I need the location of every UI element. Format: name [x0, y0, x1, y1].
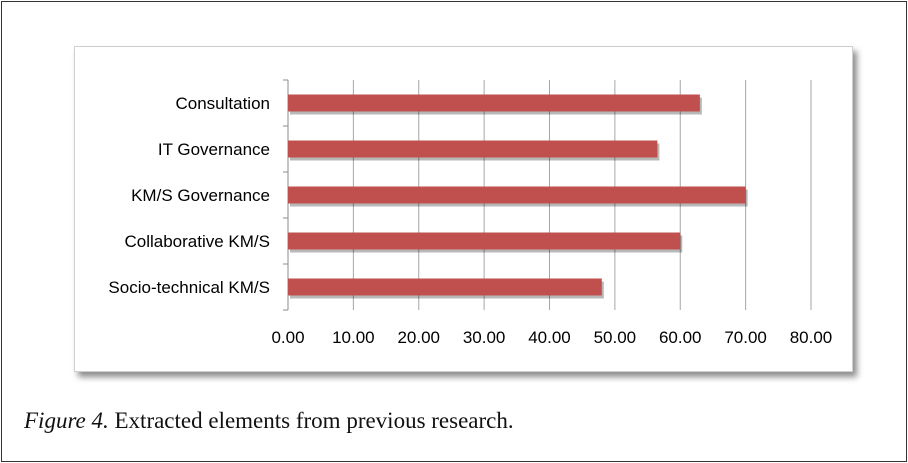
category-labels: Consultation IT Governance KM/S Governance… [108, 94, 270, 297]
category-label: KM/S Governance [131, 186, 270, 205]
category-label: Consultation [175, 94, 270, 113]
category-label: Socio-technical KM/S [108, 278, 270, 297]
x-tick-label: 20.00 [397, 328, 440, 347]
chart-panel: Consultation IT Governance KM/S Governance… [74, 46, 853, 372]
bar-chart: Consultation IT Governance KM/S Governance… [108, 79, 832, 347]
category-label: IT Governance [158, 140, 270, 159]
bar [288, 232, 681, 250]
bar [288, 278, 602, 296]
x-tick-label: 80.00 [790, 328, 833, 347]
bars [288, 94, 748, 299]
x-tick-label: 70.00 [724, 328, 767, 347]
x-tick-label: 60.00 [659, 328, 702, 347]
x-tick-label: 0.00 [271, 328, 304, 347]
caption-text: Extracted elements from previous researc… [108, 408, 514, 433]
bar [288, 186, 746, 204]
x-tick-labels: 0.00 10.00 20.00 30.00 40.00 50.00 60.00 70.00 8… [271, 328, 832, 347]
x-tick-label: 40.00 [528, 328, 571, 347]
bar [288, 140, 658, 158]
bar [288, 94, 700, 112]
x-tick-label: 30.00 [463, 328, 506, 347]
category-label: Collaborative KM/S [124, 232, 270, 251]
x-tick-label: 50.00 [594, 328, 637, 347]
axes [283, 79, 289, 311]
x-tick-label: 10.00 [332, 328, 375, 347]
figure-caption: Figure 4. Extracted elements from previo… [24, 408, 514, 434]
caption-label: Figure 4. [24, 408, 109, 433]
